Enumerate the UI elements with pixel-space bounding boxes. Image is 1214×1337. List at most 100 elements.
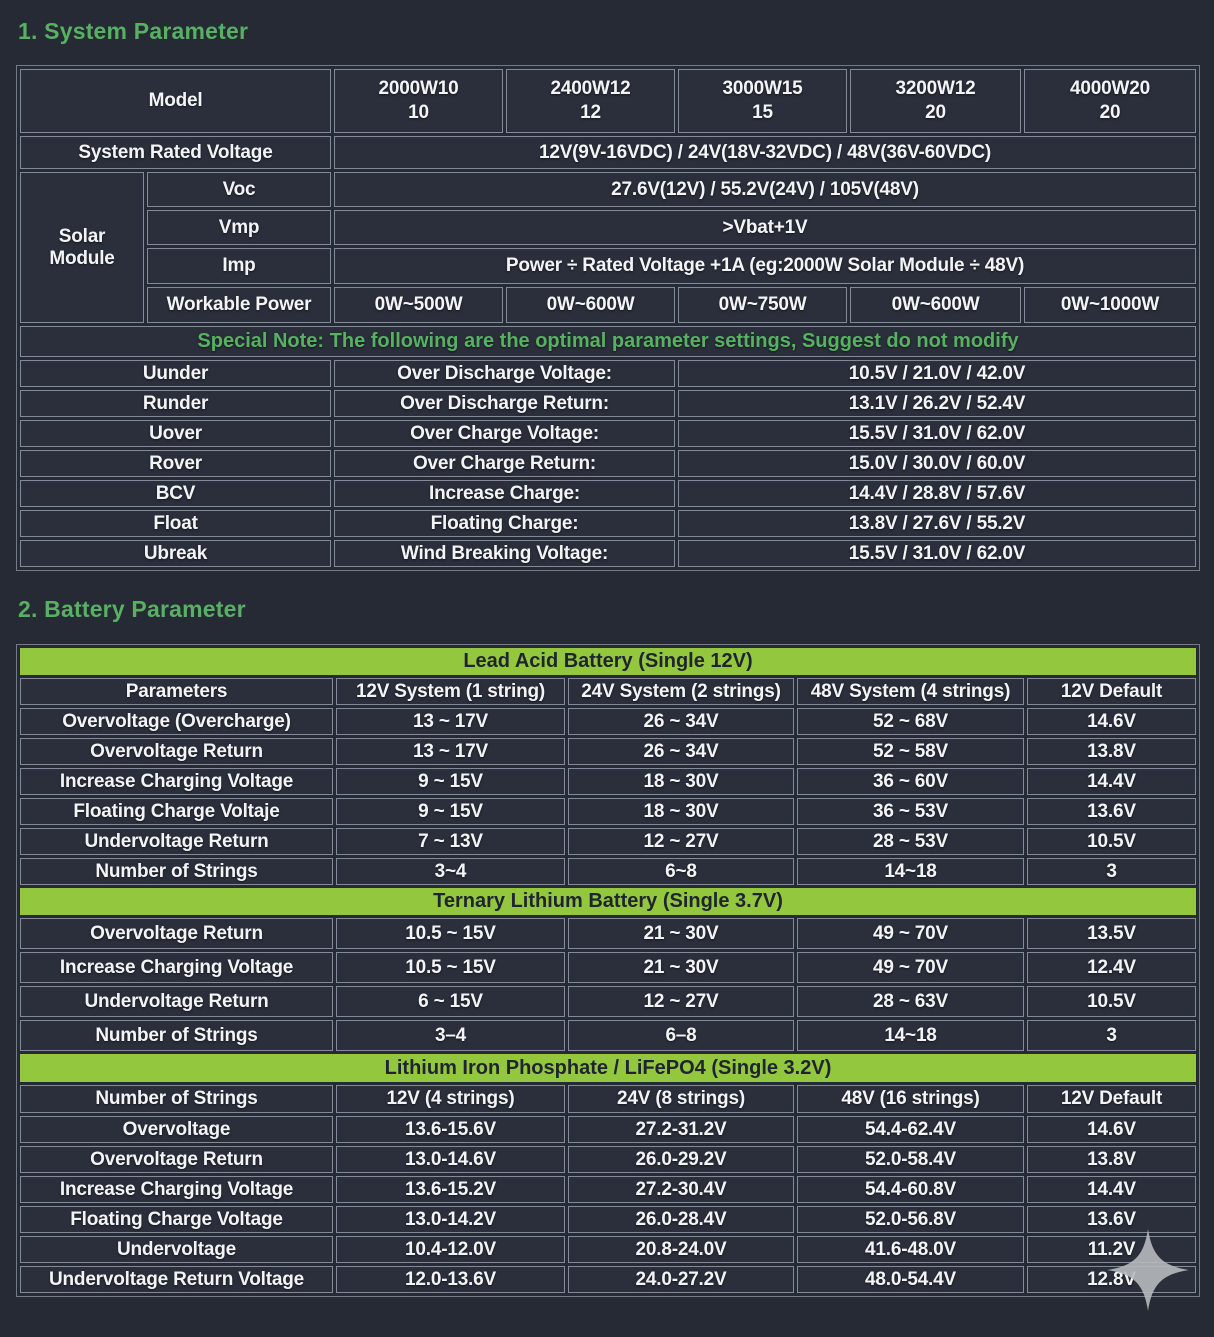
table-row: Model 2000W10 10 2400W12 12 3000W15 15 3… (20, 69, 1197, 133)
cell-value: 14.6V (1027, 1116, 1196, 1143)
cell-value: 21 ~ 30V (568, 918, 794, 949)
table-row: Undervoltage Return 6 ~ 15V 12 ~ 27V 28 … (20, 986, 1196, 1017)
column-header: 48V System (4 strings) (797, 678, 1024, 705)
table-row: Undervoltage Return Voltage 12.0-13.6V 2… (20, 1266, 1196, 1293)
model-name: 3200W12 (895, 78, 976, 99)
cell-value: 13.0-14.2V (336, 1206, 565, 1233)
cell-value: 12 ~ 27V (568, 828, 794, 855)
param-code: Runder (20, 390, 332, 417)
imp-value: Power ÷ Rated Voltage +1A (eg:2000W Sola… (334, 248, 1197, 284)
row-label: Number of Strings (20, 1020, 333, 1051)
table-row: Number of Strings 12V (4 strings) 24V (8… (20, 1085, 1196, 1113)
cell-value: 20.8-24.0V (568, 1236, 794, 1263)
row-label: Undervoltage Return Voltage (20, 1266, 333, 1293)
imp-label: Imp (147, 248, 332, 284)
cell-value: 52 ~ 68V (797, 708, 1024, 735)
table-row: Overvoltage (Overcharge) 13 ~ 17V 26 ~ 3… (20, 708, 1196, 735)
row-label: Undervoltage (20, 1236, 333, 1263)
cell-value: 27.2-30.4V (568, 1176, 794, 1203)
cell-value: 26 ~ 34V (568, 708, 794, 735)
table-row: Vmp >Vbat+1V (20, 210, 1197, 245)
param-value: 15.5V / 31.0V / 62.0V (678, 540, 1197, 567)
system-parameter-title: 1. System Parameter (18, 18, 249, 44)
model-cell: 2400W12 12 (506, 69, 676, 133)
cell-value: 9 ~ 15V (336, 768, 565, 795)
voc-label: Voc (147, 172, 332, 207)
row-label: Increase Charging Voltage (20, 1176, 333, 1203)
model-sub: 12 (580, 102, 601, 123)
system-parameter-table: Model 2000W10 10 2400W12 12 3000W15 15 3… (16, 65, 1201, 571)
param-desc: Over Discharge Return: (334, 390, 676, 417)
table-row: System Rated Voltage 12V(9V-16VDC) / 24V… (20, 136, 1197, 169)
row-label: Number of Strings (20, 858, 333, 885)
cell-value: 18 ~ 30V (568, 798, 794, 825)
param-code: Float (20, 510, 332, 537)
column-header: 12V (4 strings) (336, 1085, 565, 1113)
table-row: Undervoltage 10.4-12.0V 20.8-24.0V 41.6-… (20, 1236, 1196, 1263)
table-row: Overvoltage Return 13 ~ 17V 26 ~ 34V 52 … (20, 738, 1196, 765)
model-sub: 20 (1099, 102, 1121, 123)
table-row: Parameters 12V System (1 string) 24V Sys… (20, 678, 1196, 705)
voc-value: 27.6V(12V) / 55.2V(24V) / 105V(48V) (334, 172, 1197, 207)
cell-value: 10.5 ~ 15V (336, 952, 565, 983)
cell-value: 54.4-62.4V (797, 1116, 1024, 1143)
cell-value: 10.5V (1027, 828, 1196, 855)
row-label: Increase Charging Voltage (20, 768, 333, 795)
workable-power-value: 0W~600W (850, 287, 1022, 323)
cell-value: 9 ~ 15V (336, 798, 565, 825)
table-row: Solar Module Voc 27.6V(12V) / 55.2V(24V)… (20, 172, 1197, 323)
table-row: Floating Charge Voltage 13.0-14.2V 26.0-… (20, 1206, 1196, 1233)
cell-value: 10.5V (1027, 986, 1196, 1017)
lead-acid-band: Lead Acid Battery (Single 12V) (20, 648, 1196, 675)
table-row: BCV Increase Charge: 14.4V / 28.8V / 57.… (20, 480, 1197, 507)
param-code: Ubreak (20, 540, 332, 567)
vmp-value: >Vbat+1V (334, 210, 1197, 245)
cell-value: 12.4V (1027, 952, 1196, 983)
param-value: 15.0V / 30.0V / 60.0V (678, 450, 1197, 477)
cell-value: 10.5 ~ 15V (336, 918, 565, 949)
page: { "colors": { "background": "#262a34", "… (0, 18, 1214, 1337)
model-name: 4000W20 (1070, 78, 1150, 99)
param-desc: Floating Charge: (334, 510, 676, 537)
table-row: Undervoltage Return 7 ~ 13V 12 ~ 27V 28 … (20, 828, 1196, 855)
cell-value: 12 ~ 27V (568, 986, 794, 1017)
cell-value: 36 ~ 60V (797, 768, 1024, 795)
table-row: Ternary Lithium Battery (Single 3.7V) (20, 888, 1196, 915)
cell-value: 14.6V (1027, 708, 1196, 735)
cell-value: 13.5V (1027, 918, 1196, 949)
table-row: Increase Charging Voltage 9 ~ 15V 18 ~ 3… (20, 768, 1196, 795)
param-code: Uunder (20, 360, 332, 387)
cell-value: 24.0-27.2V (568, 1266, 794, 1293)
model-sub: 20 (925, 102, 946, 123)
param-desc: Over Charge Voltage: (334, 420, 676, 447)
cell-value: 6~8 (568, 858, 794, 885)
model-label-cell: Model (20, 69, 332, 133)
cell-value: 49 ~ 70V (797, 918, 1024, 949)
table-row: Number of Strings 3–4 6–8 14~18 3 (20, 1020, 1196, 1051)
special-note: Special Note: The following are the opti… (20, 326, 1197, 357)
column-header: 12V System (1 string) (336, 678, 565, 705)
row-label: Overvoltage (20, 1116, 333, 1143)
cell-value: 36 ~ 53V (797, 798, 1024, 825)
table-row: Increase Charging Voltage 13.6-15.2V 27.… (20, 1176, 1196, 1203)
model-cell: 3200W12 20 (850, 69, 1022, 133)
table-row: Floating Charge Voltaje 9 ~ 15V 18 ~ 30V… (20, 798, 1196, 825)
cell-value: 13 ~ 17V (336, 738, 565, 765)
cell-value: 13.8V (1027, 1146, 1196, 1173)
param-code: BCV (20, 480, 332, 507)
table-row: Lead Acid Battery (Single 12V) (20, 648, 1196, 675)
cell-value: 26 ~ 34V (568, 738, 794, 765)
column-header: 12V Default (1027, 1085, 1196, 1113)
row-label: Overvoltage Return (20, 738, 333, 765)
cell-value: 54.4-60.8V (797, 1176, 1024, 1203)
cell-value: 48.0-54.4V (797, 1266, 1024, 1293)
row-label: Floating Charge Voltaje (20, 798, 333, 825)
table-row: Special Note: The following are the opti… (20, 326, 1197, 357)
workable-power-value: 0W~600W (506, 287, 676, 323)
column-header: 24V (8 strings) (568, 1085, 794, 1113)
table-row: Number of Strings 3~4 6~8 14~18 3 (20, 858, 1196, 885)
cell-value: 27.2-31.2V (568, 1116, 794, 1143)
battery-parameter-table: Lead Acid Battery (Single 12V) Parameter… (16, 644, 1200, 1297)
table-row: Workable Power 0W~500W 0W~600W 0W~750W 0… (20, 287, 1197, 323)
param-code: Rover (20, 450, 332, 477)
